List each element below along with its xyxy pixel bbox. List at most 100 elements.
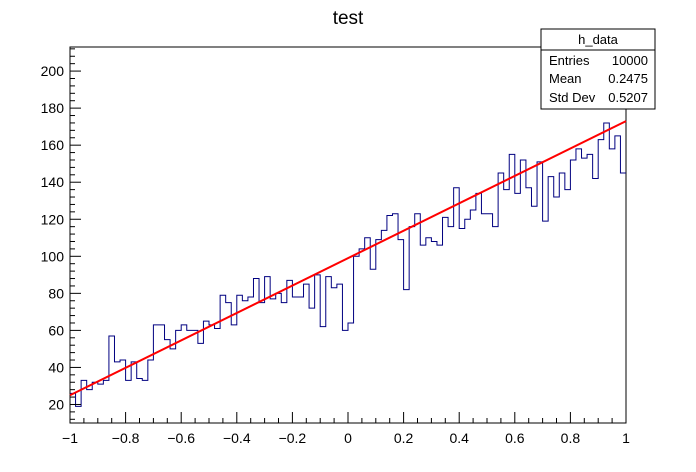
histogram-bin	[459, 229, 465, 423]
histogram-bin	[226, 303, 232, 423]
x-tick-label: −0.4	[223, 430, 251, 446]
histogram-bin	[476, 193, 482, 423]
histogram-bin	[304, 284, 310, 423]
histogram-bin	[92, 382, 98, 423]
histogram-bin	[609, 149, 615, 423]
histogram-outline	[70, 122, 626, 407]
histogram-bin	[509, 154, 515, 423]
histogram-bin	[520, 160, 526, 423]
histogram-bin	[165, 340, 171, 423]
histogram-bin	[354, 256, 360, 423]
histogram-bin	[404, 290, 410, 423]
histogram-bin	[365, 238, 371, 423]
histogram-bin	[398, 240, 404, 423]
histogram-bin	[443, 217, 449, 423]
histogram-bin	[98, 384, 104, 423]
histogram-bin	[270, 299, 276, 423]
stats-box: h_data Entries 10000 Mean 0.2475 Std Dev…	[540, 28, 656, 110]
histogram-bin	[309, 308, 315, 423]
histogram-bin	[103, 380, 109, 423]
histogram-bin	[559, 173, 565, 423]
histogram-bin	[470, 210, 476, 423]
histogram-bin	[215, 329, 221, 423]
histogram-bin	[359, 249, 365, 423]
histogram-bin	[593, 179, 599, 423]
fit-line	[69, 120, 627, 397]
histogram-bin	[420, 245, 426, 423]
histogram-bin	[582, 158, 588, 423]
histogram-bin	[587, 154, 593, 423]
y-tick-label: 200	[41, 63, 65, 79]
y-tick-label: 160	[41, 137, 65, 153]
histogram-bin	[376, 240, 382, 423]
histogram-bin	[198, 343, 204, 423]
y-tick-label: 40	[48, 359, 64, 375]
histogram-bin	[554, 197, 560, 423]
histogram-bin	[292, 297, 298, 423]
stats-value-entries: 10000	[612, 53, 648, 68]
x-tick-label: 1	[622, 430, 630, 446]
y-tick-label: 60	[48, 322, 64, 338]
histogram-series	[70, 122, 626, 423]
histogram-bin	[387, 216, 393, 423]
stats-box-title: h_data	[578, 32, 619, 47]
histogram-bin	[504, 190, 510, 423]
y-tick-label: 180	[41, 100, 65, 116]
chart-title: test	[333, 8, 364, 29]
stats-label-mean: Mean	[549, 71, 582, 86]
histogram-bin	[409, 227, 415, 423]
histogram-bin	[615, 136, 621, 423]
histogram-bin	[426, 238, 432, 423]
histogram-bin	[381, 230, 387, 423]
y-tick-label: 140	[41, 174, 65, 190]
stats-value-stddev: 0.5207	[608, 90, 648, 105]
histogram-bin	[170, 349, 176, 423]
histogram-bin	[515, 193, 521, 423]
histogram-bin	[465, 219, 471, 423]
histogram-bin	[276, 293, 282, 423]
histogram-bin	[109, 336, 115, 423]
histogram-bin	[70, 393, 76, 423]
histogram-bin	[148, 360, 154, 423]
stats-label-stddev: Std Dev	[549, 90, 596, 105]
histogram-bin	[326, 277, 332, 423]
histogram-bin	[176, 330, 182, 423]
histogram-bin	[237, 295, 243, 423]
histogram-bin	[159, 325, 165, 423]
x-tick-label: 0.4	[449, 430, 469, 446]
stats-value-mean: 0.2475	[608, 71, 648, 86]
x-tick-label: 0	[344, 430, 352, 446]
histogram-bin	[187, 330, 193, 423]
histogram-bin	[437, 245, 443, 423]
histogram-bin	[448, 227, 454, 423]
x-tick-label: −0.8	[112, 430, 140, 446]
histogram-bin	[281, 303, 287, 423]
histogram-bin	[153, 325, 159, 423]
histogram-bin	[242, 301, 248, 423]
histogram-bin	[548, 177, 554, 423]
histogram-bin	[415, 214, 421, 423]
x-tick-label: 0.2	[394, 430, 414, 446]
histogram-bin	[209, 325, 215, 423]
histogram-bin	[570, 160, 576, 423]
histogram-bin	[342, 330, 348, 423]
histogram-bin	[287, 280, 293, 423]
histogram-bin	[220, 295, 226, 423]
histogram-bin	[531, 206, 537, 423]
axes: −1 −0.8 −0.6 −0.4 −0.2 0 0.2 0.4 0.6 0.8 120406080…	[41, 48, 630, 446]
histogram-bin	[454, 188, 460, 423]
histogram-bin	[87, 390, 93, 423]
stats-box-frame	[540, 28, 656, 110]
x-tick-label: −0.6	[167, 430, 195, 446]
histogram-bin	[126, 380, 132, 423]
histogram-bin	[192, 330, 198, 423]
y-tick-label: 20	[48, 396, 64, 412]
histogram-bin	[604, 123, 610, 423]
histogram-bin	[598, 140, 604, 423]
histogram-bin	[320, 327, 326, 423]
histogram-bin	[298, 297, 304, 423]
histogram-bin	[620, 173, 626, 423]
histogram-bin	[498, 173, 504, 423]
histogram-bin	[493, 227, 499, 423]
histogram-bin	[137, 379, 143, 423]
